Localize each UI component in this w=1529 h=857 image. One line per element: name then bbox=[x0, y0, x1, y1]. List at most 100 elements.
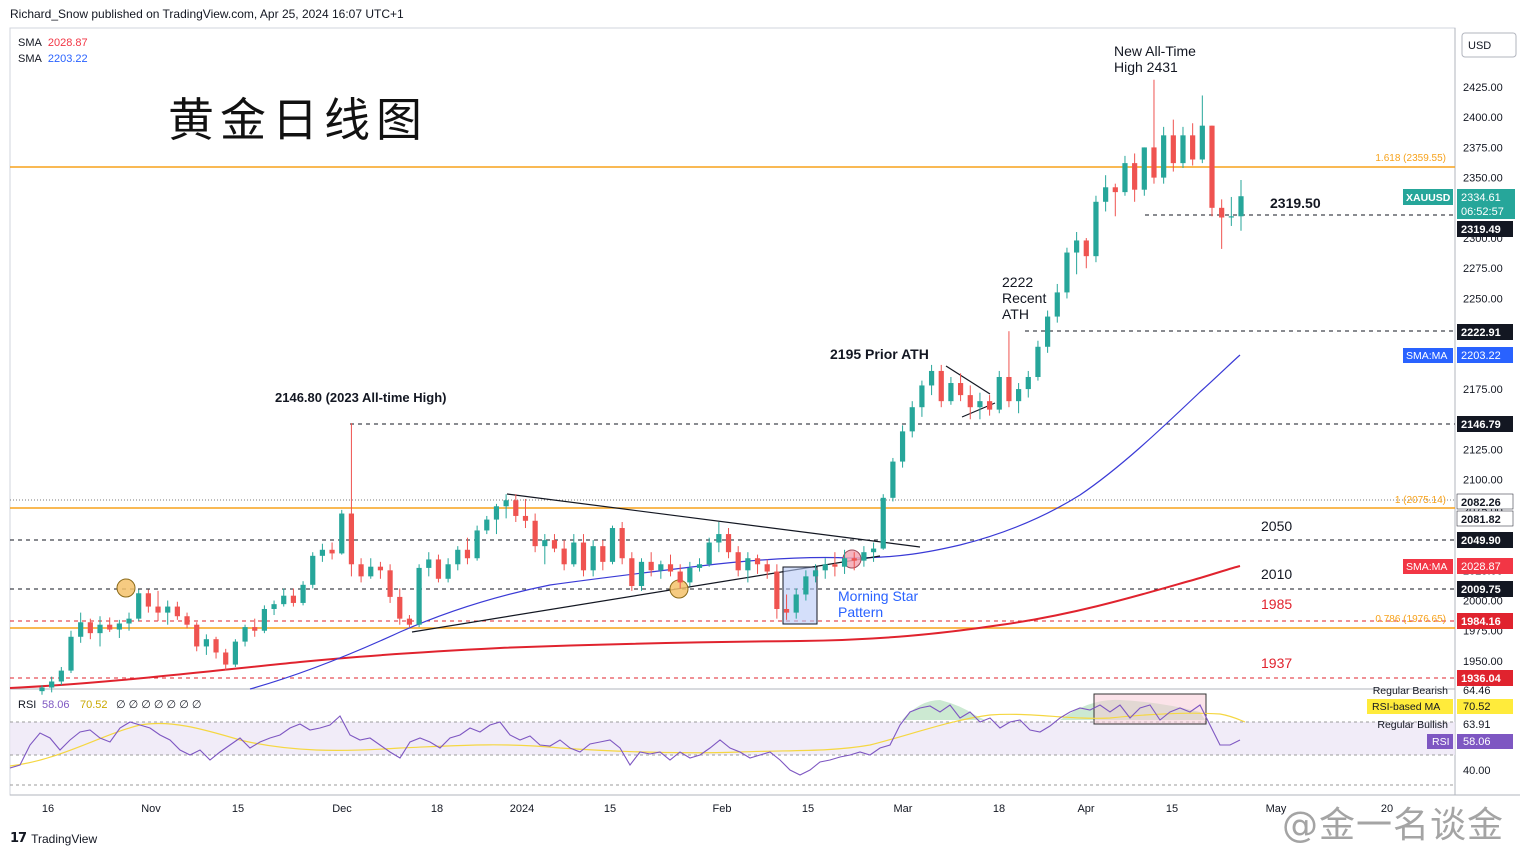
candle-body bbox=[194, 624, 200, 647]
candle-body bbox=[406, 618, 413, 625]
time-axis[interactable]: 16 Nov 15 Dec 18 2024 15 Feb 15 Mar 18 Apr 15 May 20 bbox=[42, 803, 1393, 815]
tag-2146-text: 2146.79 bbox=[1461, 419, 1501, 431]
candle-body bbox=[803, 576, 809, 595]
candle-body bbox=[1190, 135, 1196, 160]
tradingview-brand[interactable]: 17 TradingView bbox=[10, 831, 97, 846]
candle-body bbox=[329, 549, 335, 554]
fib-0786-label: 0.786 (1976.65) bbox=[1375, 614, 1446, 625]
rsi-divergence-box bbox=[1093, 693, 1207, 725]
time-axis-tick: Mar bbox=[894, 803, 913, 815]
candle-body bbox=[677, 571, 683, 583]
currency-box[interactable] bbox=[1461, 32, 1517, 58]
candle-body bbox=[116, 623, 122, 630]
time-axis-tick: 18 bbox=[993, 803, 1005, 815]
time-axis-tick: 15 bbox=[232, 803, 244, 815]
tag-1936[interactable]: 1936.04 bbox=[1457, 670, 1513, 686]
fib-1618-label: 1.618 (2359.55) bbox=[1375, 153, 1446, 164]
legend-sma-slow[interactable]: SMA 2028.87 bbox=[18, 35, 88, 51]
rsi-value: 58.06 bbox=[42, 699, 70, 711]
candle-body bbox=[1083, 240, 1089, 257]
tag-2081[interactable]: 2081.82 bbox=[1456, 510, 1514, 527]
tag-sma-ma-slow-name: SMA:MA bbox=[1406, 561, 1447, 573]
triangle-upper-trendline bbox=[506, 493, 921, 548]
price-axis-tick: 2375.00 bbox=[1463, 142, 1503, 154]
rsi-reg-bullish-value: 63.91 bbox=[1463, 719, 1491, 731]
candle-body bbox=[126, 618, 132, 624]
candle-body bbox=[261, 608, 267, 631]
tag-2146[interactable]: 2146.79 bbox=[1457, 416, 1513, 432]
tag-2082-text: 2082.26 bbox=[1461, 497, 1501, 509]
currency-label: USD bbox=[1468, 40, 1491, 52]
tradingview-logo-icon: 17 bbox=[10, 831, 27, 846]
candle-body bbox=[1054, 292, 1060, 317]
candle-body bbox=[174, 606, 180, 617]
candle-body bbox=[1074, 240, 1080, 253]
candle-body bbox=[1035, 346, 1041, 377]
tag-2222[interactable]: 2222.91 bbox=[1457, 324, 1513, 340]
candle-body bbox=[223, 652, 229, 665]
tag-xauusd-timer: 06:52:57 bbox=[1461, 206, 1504, 218]
tag-sma-ma-fast[interactable]: SMA:MA 2203.22 bbox=[1403, 347, 1513, 363]
candle-body bbox=[68, 636, 74, 671]
tag-2222-text: 2222.91 bbox=[1461, 327, 1501, 339]
candle-body bbox=[281, 595, 287, 605]
tag-2319[interactable]: 2319.49 bbox=[1457, 221, 1513, 237]
candle-body bbox=[1112, 187, 1118, 193]
time-axis-tick: 15 bbox=[1166, 803, 1178, 815]
candle-body bbox=[387, 570, 393, 597]
time-axis-tick: 20 bbox=[1381, 803, 1393, 815]
rsi-tag[interactable]: RSI 58.06 bbox=[1427, 734, 1513, 749]
candle-body bbox=[348, 513, 355, 565]
candle-body bbox=[928, 370, 935, 386]
candle-body bbox=[464, 549, 471, 559]
candle-body bbox=[1238, 196, 1244, 217]
tag-sma-ma-slow[interactable]: SMA:MA 2028.87 bbox=[1403, 558, 1513, 574]
legend-sma-fast[interactable]: SMA 2203.22 bbox=[18, 51, 88, 67]
candle-body bbox=[232, 641, 238, 665]
tag-2082[interactable]: 2082.26 bbox=[1456, 493, 1514, 510]
candle-body bbox=[1132, 163, 1138, 190]
time-axis-tick: Feb bbox=[713, 803, 732, 815]
candle-body bbox=[503, 500, 509, 507]
tag-1984[interactable]: 1984.16 bbox=[1457, 613, 1513, 629]
candle-body bbox=[39, 687, 45, 692]
morning-star-label-2: Pattern bbox=[838, 604, 883, 620]
ath-new-label-2: High 2431 bbox=[1114, 59, 1178, 75]
rsi-tick-40: 40.00 bbox=[1463, 765, 1491, 777]
tag-xauusd-name: XAUUSD bbox=[1406, 192, 1451, 204]
pivot-marker-1 bbox=[116, 578, 136, 598]
recent-ath-label-3: ATH bbox=[1002, 306, 1029, 322]
tag-xauusd[interactable]: XAUUSD 2334.61 06:52:57 bbox=[1403, 189, 1515, 219]
time-axis-tick: May bbox=[1266, 803, 1287, 815]
candle-body bbox=[1209, 125, 1215, 208]
tag-xauusd-price: 2334.61 bbox=[1461, 192, 1501, 204]
rsi-label: RSI bbox=[18, 699, 36, 711]
time-axis-tick: 2024 bbox=[510, 803, 534, 815]
tag-2009[interactable]: 2009.75 bbox=[1457, 581, 1513, 597]
candle-body bbox=[590, 546, 596, 571]
tag-2049[interactable]: 2049.90 bbox=[1457, 532, 1513, 548]
candle-body bbox=[87, 622, 93, 634]
time-axis-tick: Apr bbox=[1077, 803, 1094, 815]
candle-body bbox=[764, 564, 770, 572]
rsi-ma-tag[interactable]: RSI-based MA 70.52 bbox=[1367, 699, 1513, 714]
candle-body bbox=[706, 542, 712, 565]
candle-body bbox=[648, 561, 654, 571]
candle-body bbox=[397, 596, 403, 619]
candle-body bbox=[870, 548, 877, 553]
candle-body bbox=[1180, 135, 1186, 164]
price-axis[interactable]: 2425.002400.002375.002350.002325.002300.… bbox=[1463, 82, 1503, 668]
tradingview-brand-label: TradingView bbox=[31, 831, 98, 846]
morning-star-label-1: Morning Star bbox=[838, 588, 918, 604]
candle-body bbox=[165, 606, 171, 613]
rsi-ma-tag-label: RSI-based MA bbox=[1372, 701, 1440, 713]
candle-body bbox=[300, 584, 306, 603]
candle-body bbox=[735, 552, 741, 571]
time-axis-tick: 15 bbox=[802, 803, 814, 815]
candle-body bbox=[203, 639, 209, 647]
candle-body bbox=[658, 564, 664, 571]
candle-body bbox=[542, 540, 548, 547]
level-1937-label: 1937 bbox=[1261, 655, 1292, 671]
tag-sma-ma-slow-value: 2028.87 bbox=[1461, 561, 1501, 573]
